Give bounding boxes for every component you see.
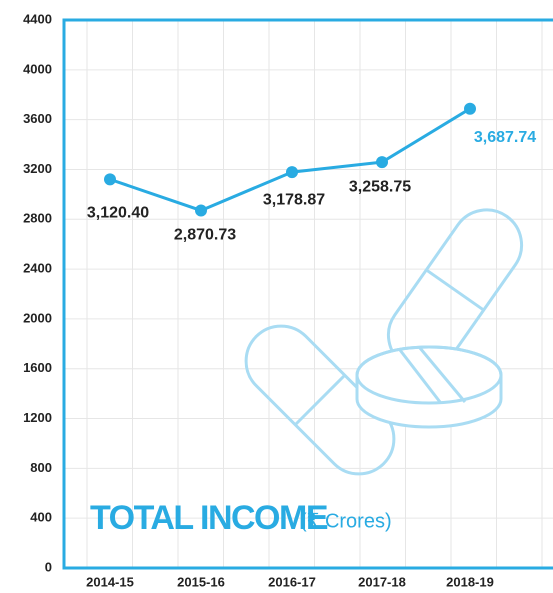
x-tick-label: 2014-15 [86, 574, 134, 589]
y-tick-label: 1200 [23, 410, 52, 425]
data-point [286, 166, 298, 179]
chart-subtitle: (₹ Crores) [300, 510, 392, 532]
data-point [104, 173, 116, 186]
data-point [376, 156, 388, 169]
y-tick-label: 2800 [23, 211, 52, 226]
value-label: 3,178.87 [263, 191, 325, 208]
y-tick-label: 2000 [23, 310, 52, 325]
y-tick-label: 2400 [23, 261, 52, 276]
y-tick-label: 3600 [23, 111, 52, 126]
value-label: 3,258.75 [349, 178, 411, 195]
pill-illustration [244, 208, 524, 476]
data-point [464, 102, 476, 115]
x-tick-label: 2015-16 [177, 574, 225, 589]
value-label: 3,120.40 [87, 205, 149, 222]
y-tick-label: 1600 [23, 360, 52, 375]
x-tick-label: 2018-19 [446, 574, 494, 589]
x-tick-label: 2017-18 [358, 574, 406, 589]
y-tick-label: 0 [45, 559, 52, 574]
y-tick-label: 3200 [23, 161, 52, 176]
y-tick-label: 4000 [23, 61, 52, 76]
y-tick-label: 400 [30, 510, 52, 525]
x-tick-label: 2016-17 [268, 574, 316, 589]
value-label: 3,687.74 [474, 129, 536, 146]
value-label: 2,870.73 [174, 227, 236, 244]
y-tick-label: 4400 [23, 11, 52, 26]
data-point [195, 204, 207, 217]
y-tick-label: 800 [30, 460, 52, 475]
plot-frame [62, 18, 553, 570]
chart-title: TOTAL INCOME [90, 499, 328, 537]
